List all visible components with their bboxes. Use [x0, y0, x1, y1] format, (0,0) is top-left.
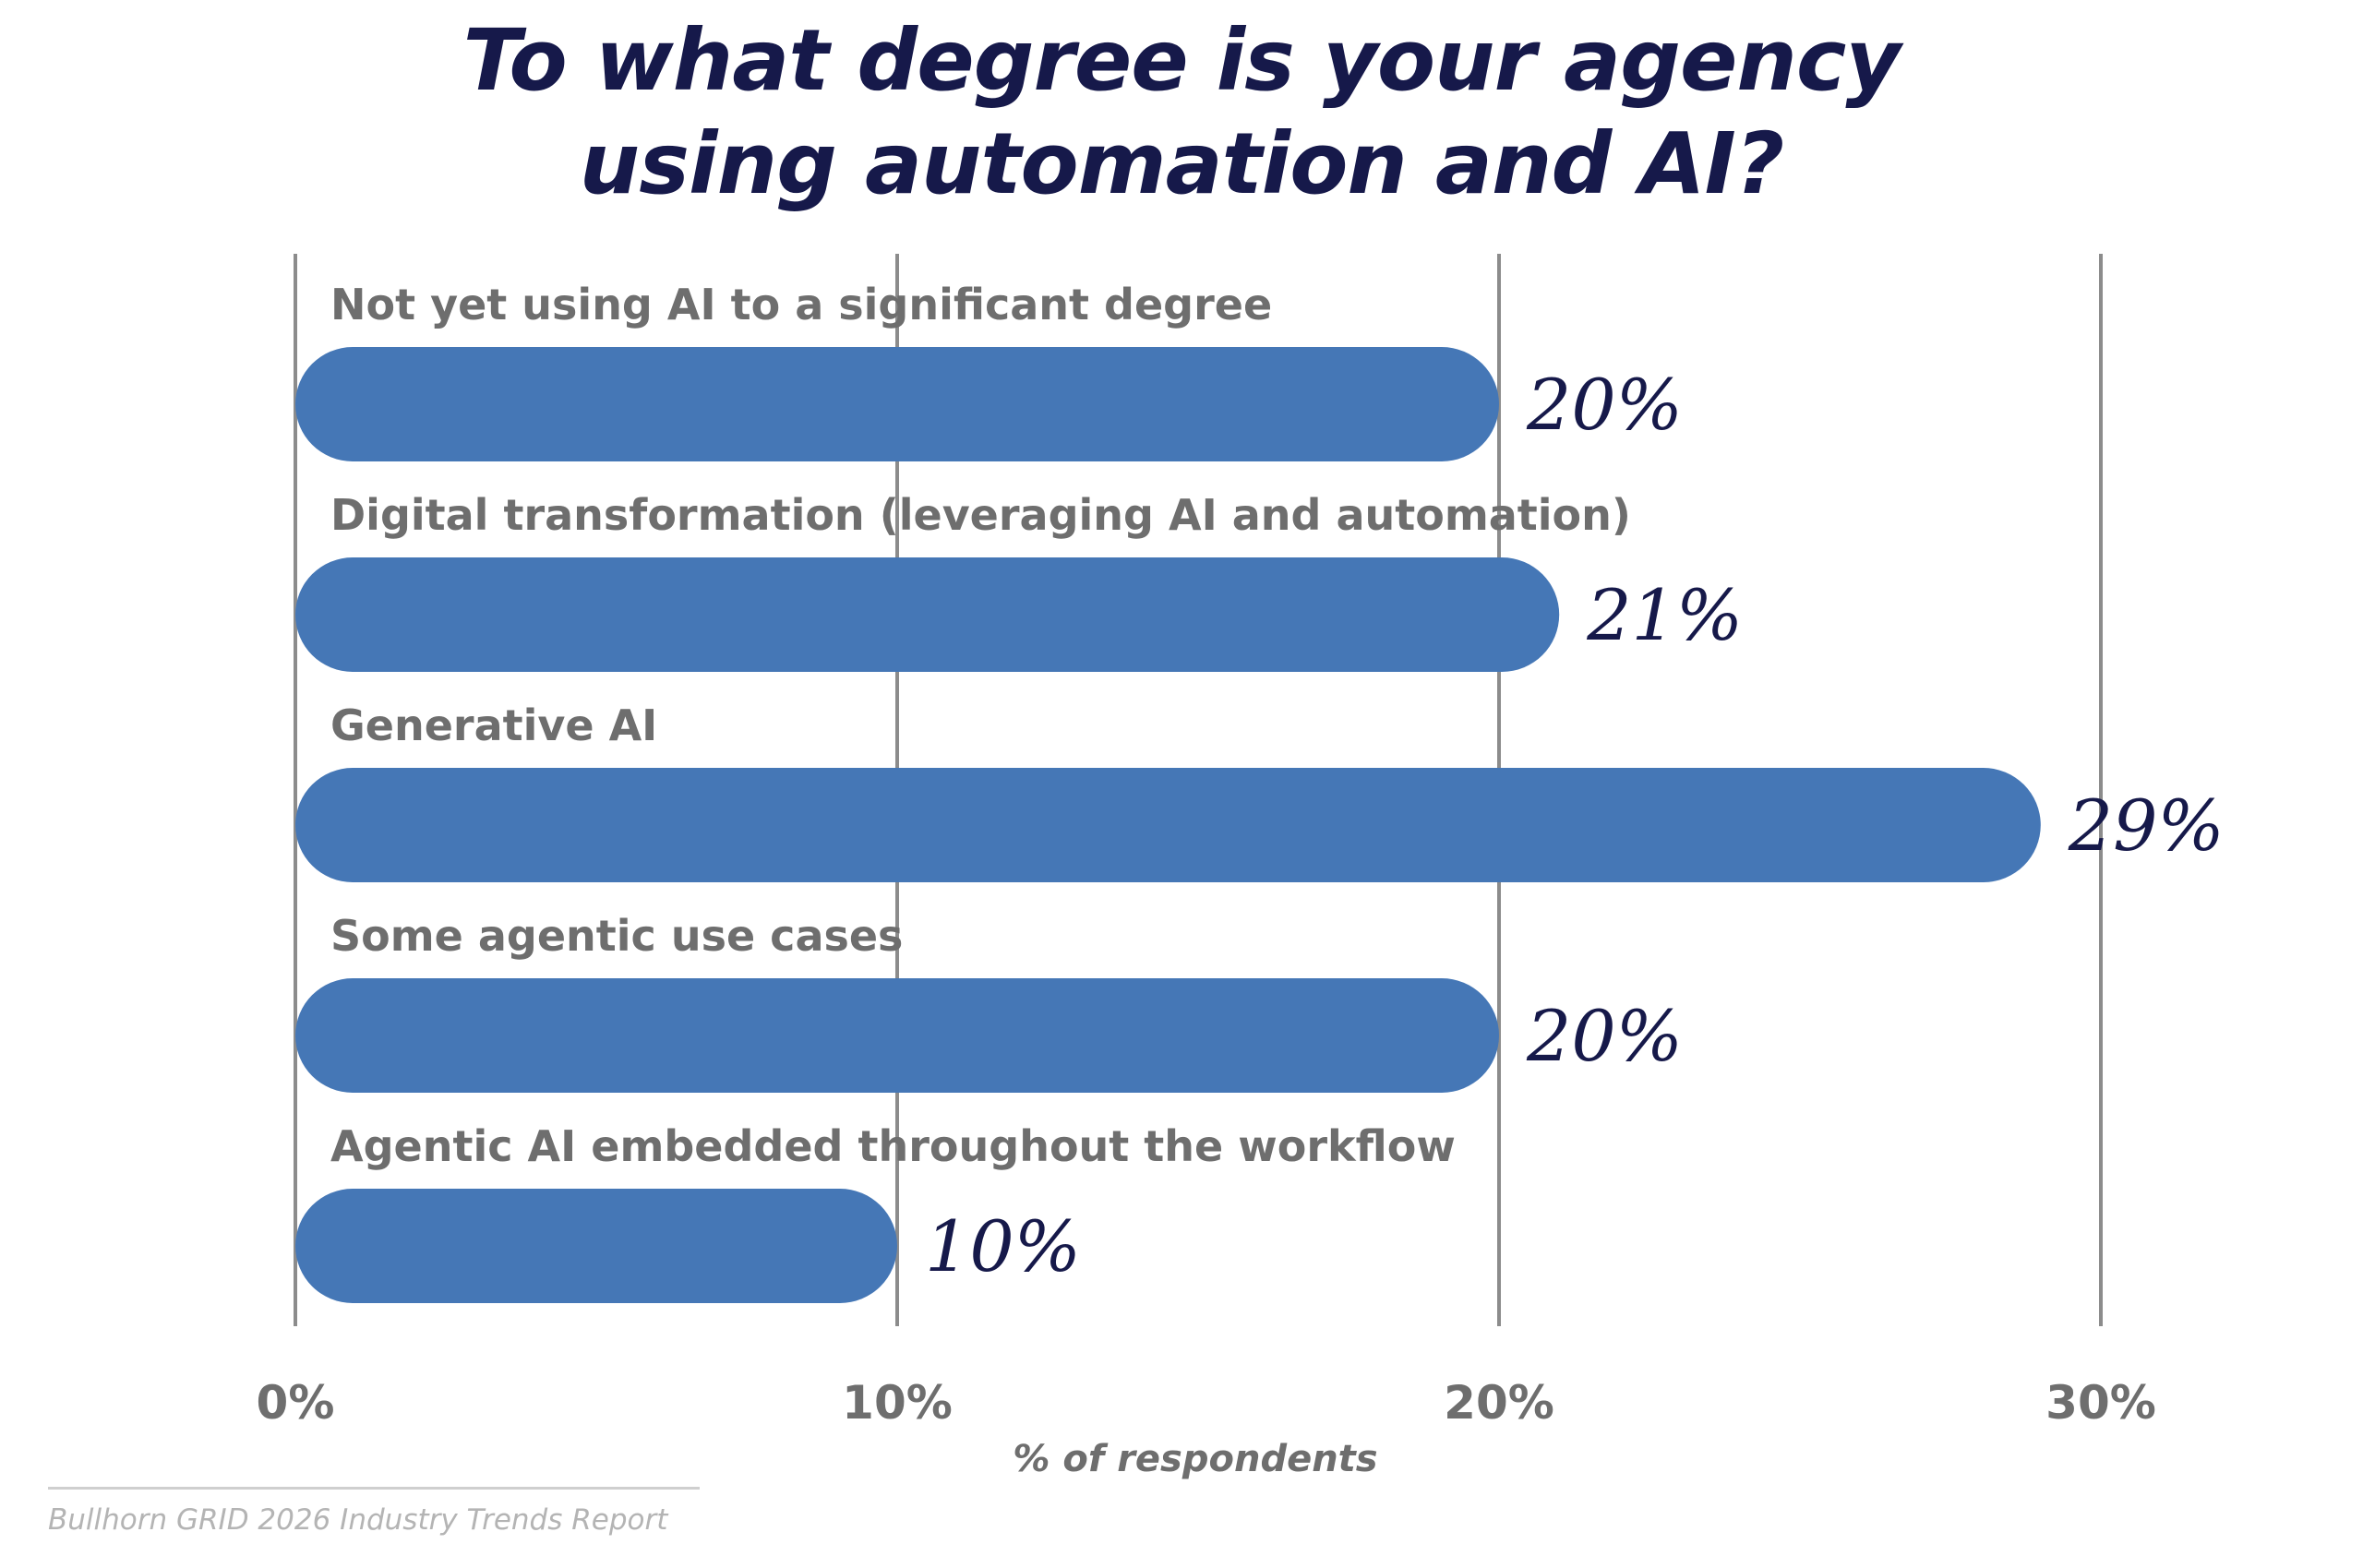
- source-note: Bullhorn GRID 2026 Industry Trends Repor…: [48, 1503, 668, 1537]
- chart-title: To what degree is your agency using auto…: [0, 9, 2363, 216]
- value-label: 10%: [925, 1205, 1081, 1287]
- category-label: Not yet using AI to a significant degree: [330, 280, 1272, 329]
- category-label: Generative AI: [330, 700, 657, 750]
- x-axis-label: % of respondents: [1013, 1438, 1378, 1480]
- value-label: 29%: [2068, 784, 2225, 867]
- category-label: Digital transformation (leveraging AI an…: [330, 490, 1631, 540]
- bar: [295, 347, 1499, 461]
- category-label: Some agentic use cases: [330, 911, 903, 961]
- bar: [295, 978, 1499, 1093]
- x-tick-label: 10%: [842, 1376, 953, 1430]
- x-tick-label: 20%: [1444, 1376, 1554, 1430]
- value-label: 20%: [1526, 995, 1683, 1077]
- x-tick-label: 30%: [2045, 1376, 2156, 1430]
- chart-title-line-1: To what degree is your agency: [462, 11, 1901, 110]
- value-label: 20%: [1526, 364, 1683, 446]
- category-label: Agentic AI embedded throughout the workf…: [330, 1121, 1456, 1171]
- chart-title-line-2: using automation and AI?: [579, 114, 1784, 213]
- x-tick-label: 0%: [257, 1376, 335, 1430]
- bar: [295, 1189, 897, 1303]
- source-divider: [48, 1487, 700, 1490]
- value-label: 21%: [1586, 574, 1743, 656]
- bar: [295, 768, 2041, 882]
- bar: [295, 557, 1560, 672]
